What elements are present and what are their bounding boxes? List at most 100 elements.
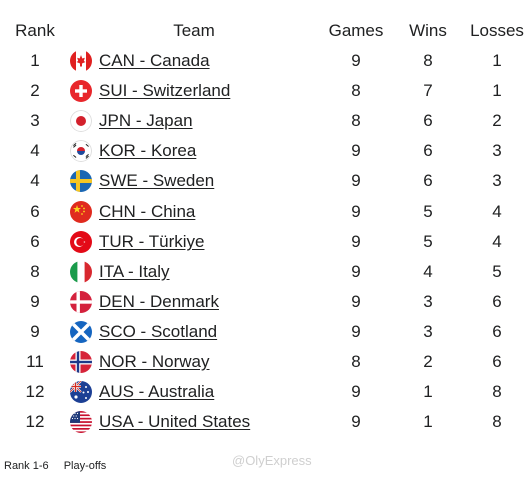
team-link[interactable]: JPN - Japan — [99, 111, 193, 131]
team-link[interactable]: USA - United States — [99, 412, 251, 432]
wins-cell: 2 — [423, 351, 433, 371]
rank-cell: 8 — [30, 261, 40, 281]
legend: Rank 1-6 Play-offs — [4, 460, 118, 472]
team-cell: SWE - Sweden — [70, 166, 318, 196]
games-cell: 9 — [351, 51, 361, 71]
team-cell: NOR - Norway — [70, 347, 318, 377]
games-cell: 8 — [351, 351, 361, 371]
rank-cell: 4 — [30, 171, 40, 191]
team-link[interactable]: TUR - Türkiye — [99, 231, 205, 251]
rank-cell: 12 — [25, 382, 45, 402]
rank-cell: 4 — [30, 141, 40, 161]
team-link[interactable]: DEN - Denmark — [99, 291, 219, 311]
losses-cell: 5 — [492, 261, 502, 281]
rank-cell: 12 — [25, 412, 45, 432]
italy-flag-icon — [70, 260, 92, 283]
games-cell: 9 — [351, 382, 361, 402]
wins-cell: 3 — [423, 291, 433, 311]
games-cell: 8 — [351, 81, 361, 101]
team-cell: DEN - Denmark — [70, 287, 318, 317]
losses-cell: 4 — [492, 201, 502, 221]
team-link[interactable]: NOR - Norway — [99, 351, 210, 371]
wins-cell: 5 — [423, 201, 433, 221]
losses-cell: 6 — [492, 321, 502, 341]
header-row: Rank Team Games Wins Losses — [0, 16, 532, 46]
table-row: 6 TUR - Türkiye 9 5 4 — [0, 227, 532, 257]
wins-cell: 6 — [423, 141, 433, 161]
team-link[interactable]: CHN - China — [99, 201, 196, 221]
losses-cell: 2 — [492, 111, 502, 131]
table-row: 4 KOR - Korea 9 6 3 — [0, 136, 532, 166]
losses-cell: 4 — [492, 231, 502, 251]
rank-cell: 2 — [30, 81, 40, 101]
games-header: Games — [328, 21, 384, 40]
team-link[interactable]: KOR - Korea — [99, 141, 197, 161]
team-link[interactable]: ITA - Italy — [99, 261, 170, 281]
team-link[interactable]: AUS - Australia — [99, 382, 215, 402]
team-cell: TUR - Türkiye — [70, 227, 318, 257]
losses-cell: 8 — [492, 412, 502, 432]
table-row: 9 SCO - Scotland 9 3 6 — [0, 317, 532, 347]
team-cell: CAN - Canada — [70, 46, 318, 76]
table-row: 12 USA - United States 9 1 8 — [0, 407, 532, 437]
canada-flag-icon — [70, 50, 92, 73]
rank-cell: 6 — [30, 231, 40, 251]
table-row: 12 AUS - Australia 9 1 8 — [0, 377, 532, 407]
table-row: 2 SUI - Switzerland 8 7 1 — [0, 76, 532, 106]
australia-flag-icon — [70, 381, 92, 404]
japan-flag-icon — [70, 110, 92, 133]
table-row: 8 ITA - Italy 9 4 5 — [0, 257, 532, 287]
table-row: 3 JPN - Japan 8 6 2 — [0, 106, 532, 136]
games-cell: 9 — [351, 231, 361, 251]
rank-header: Rank — [15, 21, 55, 40]
legend-playoffs-label: Play-offs — [63, 460, 107, 472]
losses-header: Losses — [470, 21, 524, 40]
wins-cell: 6 — [423, 171, 433, 191]
wins-cell: 8 — [423, 51, 433, 71]
team-cell: CHN - China — [70, 196, 318, 226]
games-cell: 9 — [351, 291, 361, 311]
team-cell: KOR - Korea — [70, 136, 318, 166]
turkiye-flag-icon — [70, 230, 92, 253]
table-row: 1 CAN - Canada 9 8 1 — [0, 46, 532, 76]
norway-flag-icon — [70, 350, 92, 373]
games-cell: 8 — [351, 111, 361, 131]
losses-cell: 6 — [492, 291, 502, 311]
table-row: 4 SWE - Sweden 9 6 3 — [0, 166, 532, 196]
wins-cell: 5 — [423, 231, 433, 251]
losses-cell: 1 — [492, 51, 502, 71]
switzerland-flag-icon — [70, 80, 92, 103]
games-cell: 9 — [351, 412, 361, 432]
table-row: 6 CHN - China 9 5 4 — [0, 196, 532, 226]
wins-cell: 6 — [423, 111, 433, 131]
team-link[interactable]: CAN - Canada — [99, 51, 210, 71]
china-flag-icon — [70, 200, 92, 223]
wins-cell: 1 — [423, 412, 433, 432]
wins-cell: 7 — [423, 81, 433, 101]
games-cell: 9 — [351, 261, 361, 281]
losses-cell: 1 — [492, 81, 502, 101]
wins-cell: 4 — [423, 261, 433, 281]
watermark-text: @OlyExpress — [232, 453, 312, 468]
rank-cell: 3 — [30, 111, 40, 131]
losses-cell: 8 — [492, 382, 502, 402]
team-header: Team — [173, 21, 215, 40]
wins-cell: 3 — [423, 321, 433, 341]
sweden-flag-icon — [70, 170, 92, 193]
rank-cell: 11 — [26, 351, 44, 371]
rank-cell: 9 — [30, 291, 40, 311]
losses-cell: 3 — [492, 171, 502, 191]
team-link[interactable]: SUI - Switzerland — [99, 81, 231, 101]
wins-cell: 1 — [423, 382, 433, 402]
united-states-flag-icon — [70, 411, 92, 434]
korea-flag-icon — [70, 140, 92, 163]
team-link[interactable]: SWE - Sweden — [99, 171, 215, 191]
team-link[interactable]: SCO - Scotland — [99, 321, 218, 341]
team-cell: USA - United States — [70, 407, 318, 437]
table-row: 11 NOR - Norway 8 2 6 — [0, 347, 532, 377]
rank-cell: 1 — [30, 51, 40, 71]
table-row: 9 DEN - Denmark 9 3 6 — [0, 287, 532, 317]
standings-table: Rank Team Games Wins Losses 1 CAN - Canad… — [0, 16, 532, 437]
games-cell: 9 — [351, 171, 361, 191]
team-cell: SUI - Switzerland — [70, 76, 318, 106]
